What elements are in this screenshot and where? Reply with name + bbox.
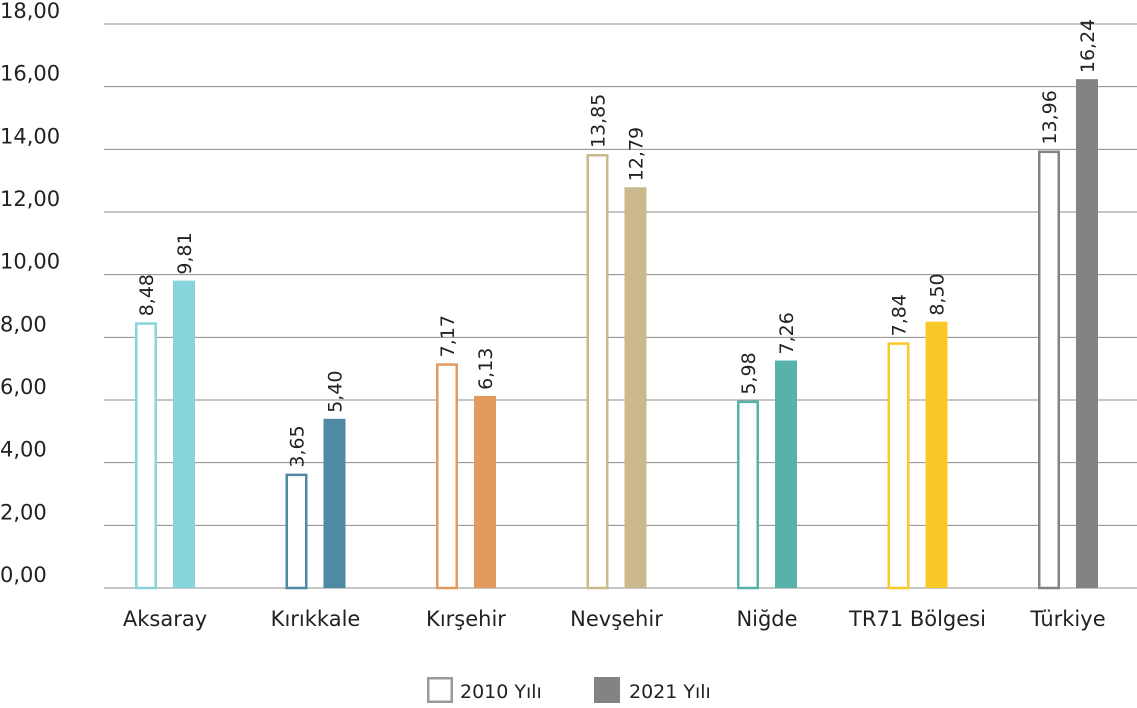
y-tick-label: 6,00	[0, 375, 47, 399]
bar-2021	[624, 187, 647, 588]
category-label: Kırıkkale	[271, 607, 361, 631]
y-tick-label: 12,00	[0, 187, 60, 211]
gridlines	[104, 23, 1137, 589]
value-label: 7,17	[437, 315, 459, 357]
bar-2010	[135, 322, 157, 590]
y-axis-ticks: 0,00 2,00 4,00 6,00 8,00 10,00 12,00 14,00 16,00…	[0, 0, 60, 587]
value-label: 6,13	[475, 348, 497, 390]
bars	[135, 79, 1098, 590]
value-label: 13,85	[588, 94, 610, 148]
value-label: 13,96	[1039, 90, 1061, 144]
bar-2021	[173, 280, 195, 588]
bar-2010	[1038, 150, 1060, 590]
value-label: 7,84	[889, 294, 911, 336]
bar-2021	[1076, 79, 1098, 588]
y-tick-label: 0,00	[0, 563, 47, 587]
value-label: 5,40	[325, 370, 347, 412]
value-label: 9,81	[174, 232, 196, 274]
category-label: Nevşehir	[570, 607, 663, 631]
value-label: 12,79	[626, 127, 648, 181]
value-label: 3,65	[287, 425, 309, 467]
category-label: TR71 Bölgesi	[848, 607, 986, 631]
bar-2021	[323, 418, 346, 588]
bar-2010	[586, 154, 609, 590]
value-label: 8,48	[136, 274, 158, 316]
y-tick-label: 10,00	[0, 250, 60, 274]
legend-swatch-2010	[427, 677, 453, 703]
y-tick-label: 4,00	[0, 438, 47, 462]
x-axis-labels: Aksaray Kırıkkale Kırşehir Nevşehir Niğde TR7…	[123, 607, 1106, 631]
legend-label-2010: 2010 Yılı	[460, 681, 542, 703]
category-label: Aksaray	[123, 607, 207, 631]
category-label: Kırşehir	[426, 607, 506, 631]
value-label: 8,50	[927, 273, 949, 315]
value-labels: 8,48 9,81 3,65 5,40 7,17 6,13 13,85 12,79 5,98 7,…	[136, 19, 1099, 468]
value-label: 7,26	[776, 312, 798, 354]
bar-2021	[775, 360, 797, 588]
bar-2010	[285, 473, 308, 590]
bar-2021	[925, 321, 948, 588]
y-tick-label: 16,00	[0, 62, 60, 86]
bar-2010	[436, 363, 458, 590]
category-label: Niğde	[736, 607, 797, 631]
value-label: 5,98	[738, 352, 760, 394]
legend: 2010 Yılı 2021 Yılı	[427, 677, 711, 703]
y-tick-label: 2,00	[0, 500, 47, 524]
bar-2021	[474, 395, 496, 588]
y-tick-label: 8,00	[0, 312, 47, 336]
category-label: Türkiye	[1029, 607, 1105, 631]
bar-2010	[887, 342, 910, 590]
y-tick-label: 14,00	[0, 124, 60, 148]
bar-2010	[737, 400, 759, 590]
legend-swatch-2021	[594, 677, 620, 703]
y-tick-label: 18,00	[0, 0, 60, 23]
value-label: 16,24	[1077, 19, 1099, 73]
legend-label-2021: 2021 Yılı	[629, 681, 711, 703]
